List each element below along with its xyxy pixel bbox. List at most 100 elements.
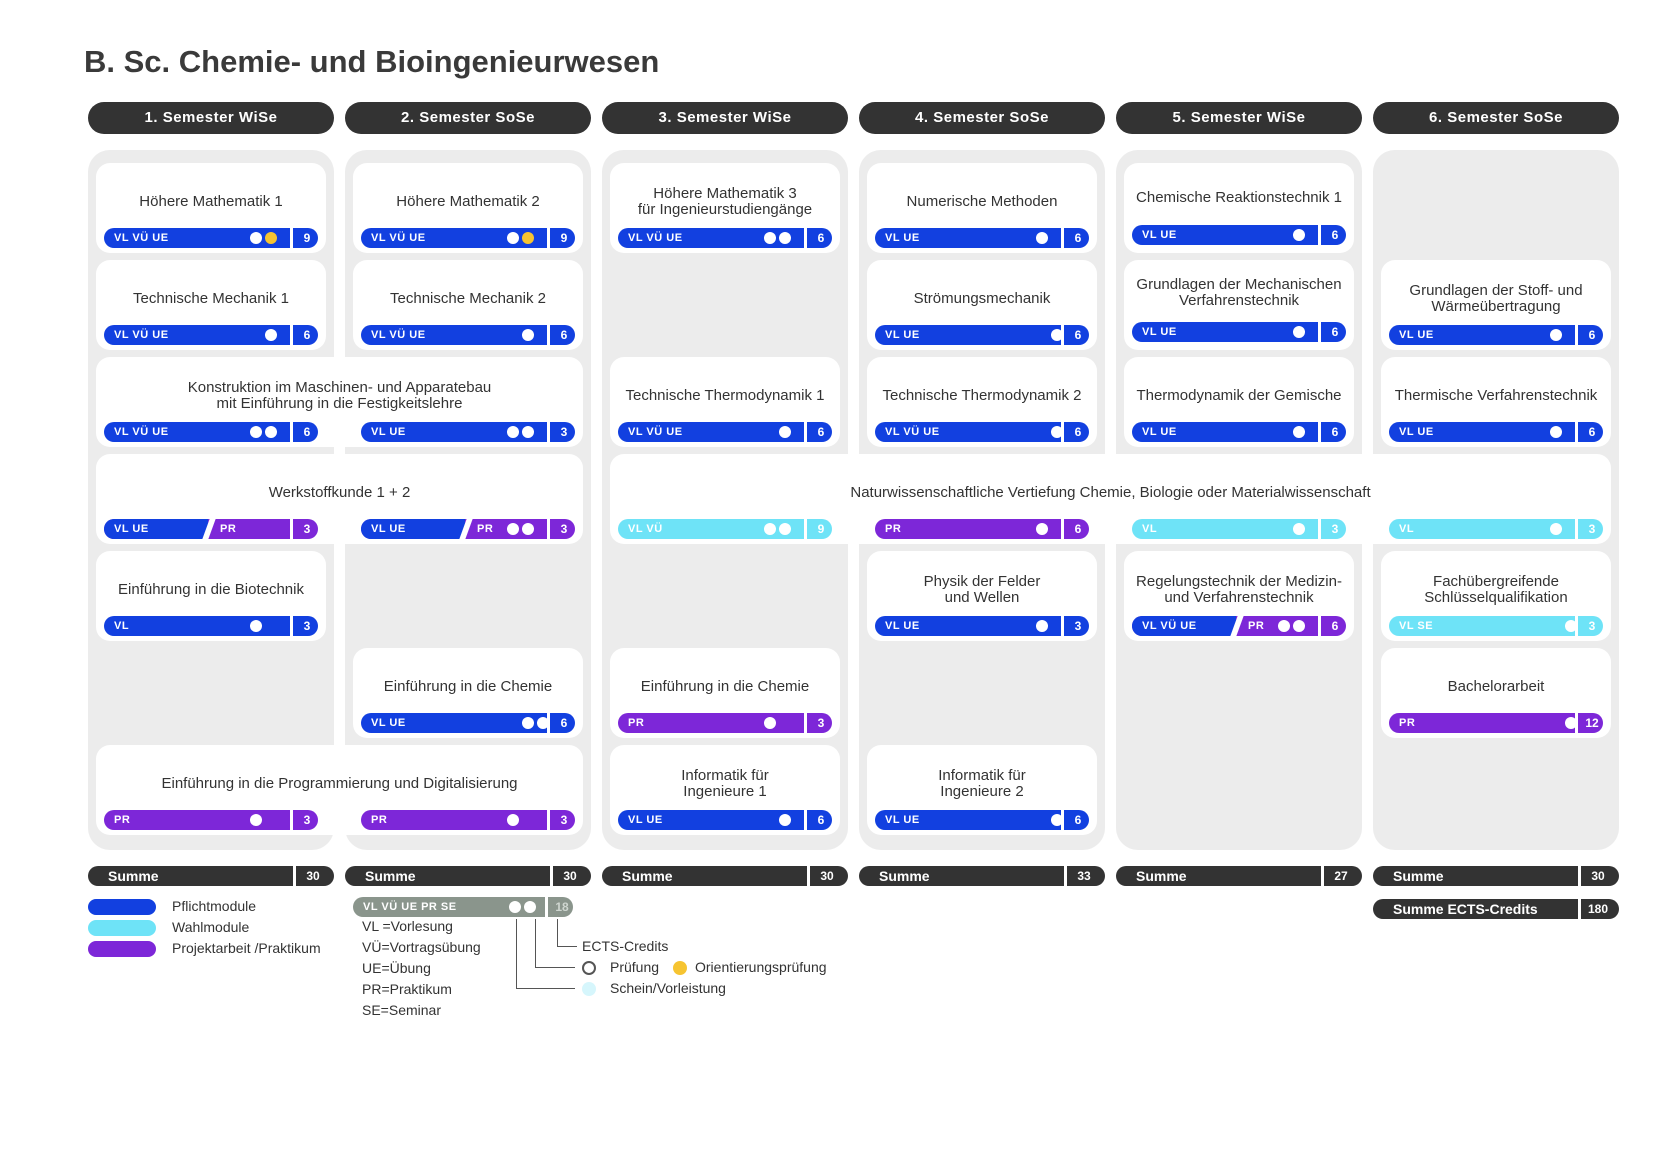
module-bar: VL VÜ UE 6 xyxy=(618,422,832,442)
orientierung-dot xyxy=(265,232,277,244)
module-chemische-reaktionstechnik-1[interactable]: Chemische Reaktionstechnik 1 VL UE 6 xyxy=(1124,163,1354,253)
semester-header-3: 3. Semester WiSe xyxy=(602,102,848,134)
module-technische-thermodynamik-2[interactable]: Technische Thermodynamik 2 VL VÜ UE 6 xyxy=(867,357,1097,447)
module-title: Technische Thermodynamik 2 xyxy=(882,387,1082,404)
ects-value: 6 xyxy=(1331,325,1339,339)
ects-value: 6 xyxy=(817,231,825,245)
orientierung-icon xyxy=(673,961,687,975)
ects-value: 3 xyxy=(1074,619,1082,633)
type-label: VL UE xyxy=(885,232,920,244)
ects-value: 9 xyxy=(303,231,311,245)
module-technische-thermodynamik-1[interactable]: Technische Thermodynamik 1 VL VÜ UE 6 xyxy=(610,357,840,447)
module-bar-semester-1: VL UE PR 3 xyxy=(104,519,318,539)
module-title: Technische Mechanik 2 xyxy=(390,290,546,307)
ects-value: 6 xyxy=(560,328,568,342)
module-einfuehrung-chemie-sem3[interactable]: Einführung in die Chemie PR 3 xyxy=(610,648,840,738)
module-bar: VL UE 6 xyxy=(875,228,1089,248)
module-einfuehrung-biotechnik[interactable]: Einführung in die Biotechnik VL 3 xyxy=(96,551,326,641)
legend-sample-bar: VL VÜ UE PR SE 18 xyxy=(353,897,573,917)
module-technische-mechanik-1[interactable]: Technische Mechanik 1 VL VÜ UE 6 xyxy=(96,260,326,350)
module-bar: PR 12 xyxy=(1389,713,1603,733)
ects-value: 6 xyxy=(1074,813,1082,827)
type-label: VL VÜ xyxy=(628,523,663,535)
type-label: VL UE xyxy=(1142,326,1177,338)
ects-value: 6 xyxy=(1074,231,1082,245)
module-title: Grundlagen der Stoff- und Wärmeübertragu… xyxy=(1409,282,1583,315)
type-label: PR xyxy=(371,814,388,826)
module-bar: VL VÜ UE 6 xyxy=(875,422,1089,442)
abbrev-se: SE=Seminar xyxy=(362,1002,441,1018)
ects-value: 9 xyxy=(560,231,568,245)
module-regelungstechnik[interactable]: Regelungstechnik der Medizin- und Verfah… xyxy=(1124,551,1354,641)
module-grundlagen-stoff-waermeuebertragung[interactable]: Grundlagen der Stoff- und Wärmeübertragu… xyxy=(1381,260,1611,350)
semester-header-2: 2. Semester SoSe xyxy=(345,102,591,134)
module-title: Thermische Verfahrenstechnik xyxy=(1394,387,1598,404)
sum-total-ects: Summe ECTS-Credits 180 xyxy=(1373,899,1619,919)
module-bar: VL VÜ UE 9 xyxy=(361,228,575,248)
type-label: VL UE xyxy=(1399,329,1434,341)
module-technische-mechanik-2[interactable]: Technische Mechanik 2 VL VÜ UE 6 xyxy=(353,260,583,350)
abbrev-vue: VÜ=Vortragsübung xyxy=(362,939,481,955)
module-physik-felder-wellen[interactable]: Physik der Felder und Wellen VL UE 3 xyxy=(867,551,1097,641)
ects-value: 6 xyxy=(1074,425,1082,439)
sum-semester-3: Summe 30 xyxy=(602,866,848,886)
type-label: VL UE xyxy=(1142,426,1177,438)
abbrev-ue: UE=Übung xyxy=(362,960,431,976)
type-label: VL UE xyxy=(628,814,663,826)
module-title: Einführung in die Chemie xyxy=(640,678,810,695)
orientierung-dot xyxy=(522,232,534,244)
module-bar-semester-2: VL UE PR 3 xyxy=(361,519,575,539)
ects-value: 12 xyxy=(1585,716,1599,730)
module-werkstoffkunde[interactable]: Werkstoffkunde 1 + 2 VL UE PR 3 VL UE PR… xyxy=(96,454,583,544)
ects-value: 6 xyxy=(817,813,825,827)
module-bar-semester-2: VL UE 3 xyxy=(361,422,575,442)
module-bar-semester-3: VL VÜ 9 xyxy=(618,519,832,539)
type-label: VL VÜ UE xyxy=(628,426,683,438)
type-label: VL UE xyxy=(371,426,406,438)
module-grundlagen-mechanische-verfahrenstechnik[interactable]: Grundlagen der Mechanischen Verfahrenste… xyxy=(1124,260,1354,350)
module-hoehere-mathematik-1[interactable]: Höhere Mathematik 1 VL VÜ UE 9 xyxy=(96,163,326,253)
schein-icon xyxy=(582,982,596,996)
module-bar-semester-4: PR 6 xyxy=(875,519,1089,539)
module-informatik-1[interactable]: Informatik für Ingenieure 1 VL UE 6 xyxy=(610,745,840,835)
ects-value: 6 xyxy=(1074,522,1082,536)
type-label: PR xyxy=(885,523,902,535)
module-naturwissenschaftliche-vertiefung[interactable]: Naturwissenschaftliche Vertiefung Chemie… xyxy=(610,454,1611,544)
type-label: VL VÜ UE xyxy=(114,329,169,341)
ects-value: 3 xyxy=(1588,619,1596,633)
module-thermodynamik-der-gemische[interactable]: Thermodynamik der Gemische VL UE 6 xyxy=(1124,357,1354,447)
ects-value: 3 xyxy=(303,813,311,827)
module-informatik-2[interactable]: Informatik für Ingenieure 2 VL UE 6 xyxy=(867,745,1097,835)
module-einfuehrung-chemie-sem2[interactable]: Einführung in die Chemie VL UE 6 xyxy=(353,648,583,738)
module-einfuehrung-programmierung[interactable]: Einführung in die Programmierung und Dig… xyxy=(96,745,583,835)
module-numerische-methoden[interactable]: Numerische Methoden VL UE 6 xyxy=(867,163,1097,253)
module-bar-semester-1: VL VÜ UE 6 xyxy=(104,422,318,442)
legend-swatch-projekt xyxy=(88,941,156,957)
type-label: VL UE xyxy=(1399,426,1434,438)
module-bar: VL UE 6 xyxy=(875,810,1089,830)
ects-value: 3 xyxy=(1588,522,1596,536)
type-label: VL VÜ UE xyxy=(371,232,426,244)
ects-value: 3 xyxy=(560,813,568,827)
module-bar: VL UE 3 xyxy=(875,616,1089,636)
module-konstruktion-maschinen-apparatebau[interactable]: Konstruktion im Maschinen- und Apparateb… xyxy=(96,357,583,447)
type-label: VL UE xyxy=(885,620,920,632)
connector-pruefung xyxy=(535,919,536,967)
module-hoehere-mathematik-3[interactable]: Höhere Mathematik 3 für Ingenieurstudien… xyxy=(610,163,840,253)
ects-value: 6 xyxy=(1588,425,1596,439)
module-fachuebergreifende-schluesselqualifikation[interactable]: Fachübergreifende Schlüsselqualifikation… xyxy=(1381,551,1611,641)
legend-pflicht: Pflichtmodule xyxy=(172,898,257,914)
module-bachelorarbeit[interactable]: Bachelorarbeit PR 12 xyxy=(1381,648,1611,738)
pruefung-icon xyxy=(582,961,596,975)
module-bar: VL UE 6 xyxy=(1132,322,1346,342)
connector-ects xyxy=(557,919,558,946)
module-thermische-verfahrenstechnik[interactable]: Thermische Verfahrenstechnik VL UE 6 xyxy=(1381,357,1611,447)
type-label-pr: PR xyxy=(220,523,237,535)
module-hoehere-mathematik-2[interactable]: Höhere Mathematik 2 VL VÜ UE 9 xyxy=(353,163,583,253)
type-label: VL VÜ UE PR SE xyxy=(363,901,457,913)
module-stroemungsmechanik[interactable]: Strömungsmechanik VL UE 6 xyxy=(867,260,1097,350)
ects-value: 6 xyxy=(1588,328,1596,342)
module-title: Fachübergreifende Schlüsselqualifikation xyxy=(1424,573,1568,606)
legend-swatch-pflicht xyxy=(88,899,156,915)
sum-semester-5: Summe 27 xyxy=(1116,866,1362,886)
